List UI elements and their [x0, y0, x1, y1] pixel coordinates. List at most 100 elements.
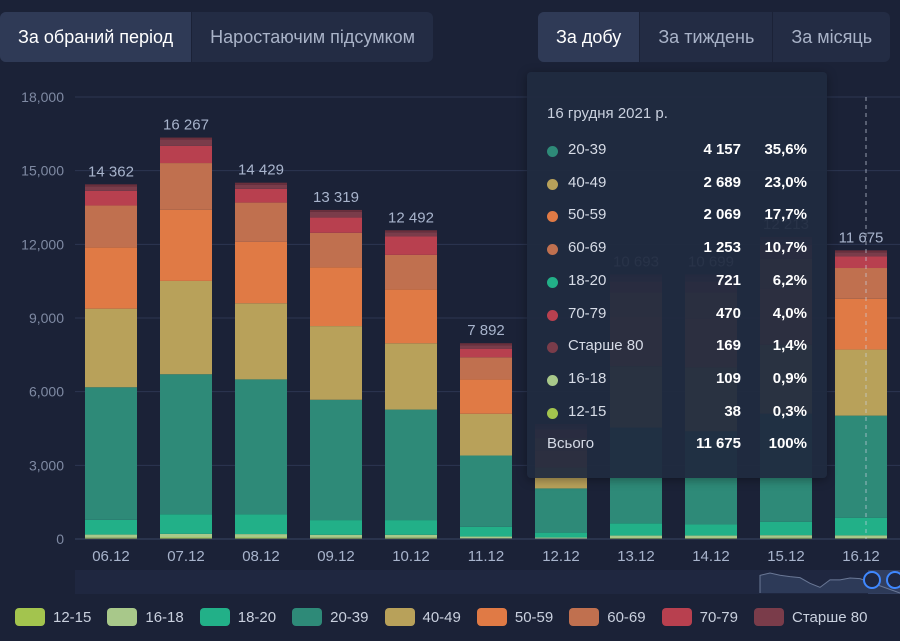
y-tick-label: 18,000 — [21, 89, 64, 105]
chart-tooltip: 16 грудня 2021 р. 20-39 4 157 35,6% 40-49 2 … — [527, 72, 827, 478]
bar-segment-16-18 — [835, 535, 887, 539]
legend-swatch — [384, 608, 415, 626]
legend-item[interactable]: Старше 80 — [754, 608, 867, 626]
tooltip-total-percent: 100% — [768, 435, 807, 453]
bar-segment-16-18 — [610, 535, 662, 539]
chart-legend: 12-15 16-18 18-20 20-39 40-49 50-59 60-69 70-79… — [15, 606, 883, 628]
tooltip-row-label: 60-69 — [568, 239, 607, 257]
tooltip-row-percent: 6,2% — [772, 271, 807, 289]
tooltip-row-percent: 10,7% — [764, 239, 807, 257]
bar-segment-Старше-80 — [310, 211, 362, 218]
legend-swatch — [292, 608, 323, 626]
legend-item[interactable]: 40-49 — [384, 608, 461, 626]
bar-segment-16-18 — [460, 536, 512, 539]
tab-cumulative[interactable]: Наростаючим підсумком — [191, 12, 433, 62]
bar-segment-50-59 — [460, 379, 512, 414]
bar-segment-16-18 — [235, 534, 287, 538]
tooltip-row: 20-39 4 157 35,6% — [547, 141, 815, 161]
navigator-handle-left[interactable] — [863, 571, 881, 589]
tooltip-row: 60-69 1 253 10,7% — [547, 239, 815, 259]
legend-item[interactable]: 18-20 — [199, 608, 277, 626]
tooltip-row-label: 12-15 — [568, 402, 607, 420]
tooltip-row-percent: 1,4% — [772, 337, 807, 355]
tooltip-row: 18-20 721 6,2% — [547, 272, 815, 292]
bar-segment-Старше-80 — [460, 345, 512, 349]
x-tick-label: 08.12 — [242, 548, 280, 565]
tab-per-month[interactable]: За місяць — [772, 12, 890, 62]
legend-label: 70-79 — [699, 608, 738, 626]
legend-swatch — [754, 608, 784, 626]
bar-segment-18-20 — [760, 521, 812, 536]
tooltip-row-label: 40-49 — [568, 173, 607, 191]
legend-item[interactable]: 12-15 — [15, 608, 91, 626]
tooltip-total-value: 11 675 — [695, 435, 741, 453]
bar-segment-20-39 — [310, 399, 362, 521]
legend-item[interactable]: 60-69 — [569, 608, 646, 626]
legend-label: 50-59 — [514, 608, 554, 626]
bar-segment-12-15 — [160, 537, 212, 539]
tooltip-swatch — [547, 244, 558, 256]
period-tabs: За добу За тиждень За місяць — [538, 12, 891, 62]
bar-segment-70-79 — [385, 236, 437, 255]
legend-label: 12-15 — [53, 608, 92, 626]
bar-segment-40-49 — [835, 349, 887, 416]
bar-segment-70-79 — [460, 348, 512, 358]
tooltip-row-value: 721 — [715, 271, 741, 289]
bar-total-label: 13 319 — [313, 189, 359, 206]
navigator-handle-right[interactable] — [886, 571, 900, 589]
bar-segment-18-20 — [610, 523, 662, 536]
x-tick-label: 07.12 — [167, 548, 205, 565]
tooltip-row-value: 109 — [715, 369, 741, 387]
bar-segment-70-79 — [310, 217, 362, 233]
bar-segment-40-49 — [160, 280, 212, 375]
bar-segment-20-39 — [160, 374, 212, 515]
legend-label: 18-20 — [237, 608, 277, 626]
legend-item[interactable]: 16-18 — [107, 608, 184, 626]
bar-segment-50-59 — [310, 267, 362, 327]
bar-segment-16-18 — [160, 533, 212, 538]
bar-segment-70-79 — [85, 190, 137, 206]
y-tick-label: 9,000 — [29, 310, 64, 326]
x-tick-label: 06.12 — [92, 548, 130, 565]
bar-cap — [460, 343, 512, 346]
bar-cap — [85, 184, 137, 187]
legend-swatch — [569, 608, 600, 626]
bar-segment-18-20 — [385, 520, 437, 535]
bar-segment-16-18 — [310, 534, 362, 538]
x-tick-label: 10.12 — [392, 548, 430, 565]
tooltip-row-label: 50-59 — [568, 206, 607, 224]
tab-selected-period[interactable]: За обраний період — [0, 12, 192, 62]
bar-segment-50-59 — [385, 289, 437, 344]
bar-segment-Старше-80 — [85, 186, 137, 191]
legend-item[interactable]: 50-59 — [476, 608, 554, 626]
tooltip-row-value: 470 — [715, 304, 741, 322]
bar-segment-70-79 — [160, 145, 212, 164]
tooltip-row-value: 2 069 — [703, 206, 741, 224]
tooltip-total-label: Всього — [547, 435, 595, 453]
legend-item[interactable]: 70-79 — [661, 608, 738, 626]
x-tick-label: 14.12 — [692, 548, 730, 565]
x-tick-label: 15.12 — [767, 548, 805, 565]
bar-segment-18-20 — [160, 514, 212, 534]
legend-item[interactable]: 20-39 — [292, 608, 369, 626]
bar-cap — [835, 250, 887, 253]
bar-segment-12-15 — [235, 537, 287, 539]
tab-per-week[interactable]: За тиждень — [639, 12, 772, 62]
bar-segment-18-20 — [85, 519, 137, 535]
bar-segment-18-20 — [235, 514, 287, 535]
tooltip-row-label: Старше 80 — [568, 337, 644, 355]
bar-total-label: 11 675 — [839, 229, 884, 246]
tooltip-row-label: 70-79 — [568, 304, 607, 322]
tooltip-swatch — [547, 178, 558, 190]
navigator-sparkline — [759, 572, 900, 594]
bar-segment-60-69 — [235, 202, 287, 242]
tooltip-row-label: 20-39 — [568, 141, 607, 158]
legend-swatch — [15, 608, 45, 626]
y-tick-label: 0 — [56, 531, 64, 547]
x-tick-label: 11.12 — [468, 548, 504, 565]
bar-segment-12-15 — [310, 537, 362, 539]
tooltip-date: 16 грудня 2021 р. — [547, 105, 668, 122]
y-tick-label: 15,000 — [21, 163, 64, 179]
tab-per-day[interactable]: За добу — [538, 12, 640, 62]
legend-swatch — [661, 608, 692, 626]
